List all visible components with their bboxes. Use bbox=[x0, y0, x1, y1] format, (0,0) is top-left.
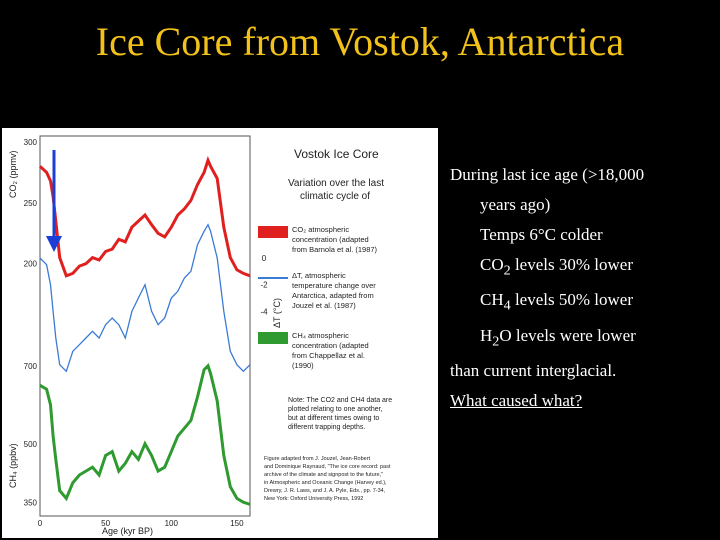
figure-title: Vostok Ice Core bbox=[294, 147, 379, 161]
vostok-figure: CO₂ (ppmv) CH₄ (ppbv) ΔT (°C) 300 250 200 … bbox=[2, 128, 438, 538]
note-4: different trapping depths. bbox=[288, 424, 365, 431]
series-group bbox=[38, 156, 251, 506]
legend-ch4-1: CH₄ atmospheric bbox=[292, 331, 349, 340]
y-label-temp: ΔT (°C) bbox=[272, 298, 282, 328]
credit-5: Drewry, J. R. Laws, and J. A. Pyle, Eds.… bbox=[264, 488, 386, 494]
tick-label-ch4: 500 bbox=[24, 440, 38, 449]
tick-label-temp: -4 bbox=[260, 307, 268, 316]
tick-label-temp: 0 bbox=[262, 254, 267, 263]
legend-swatch-co2 bbox=[258, 226, 288, 238]
legend-co2-1: CO₂ atmospheric bbox=[292, 225, 349, 234]
series-line-temp bbox=[39, 223, 251, 373]
note-line-2: years ago) bbox=[480, 195, 551, 214]
h2o-sub: 2 bbox=[492, 333, 500, 350]
legend-temp-4: Jouzel et al. (1987) bbox=[292, 301, 356, 310]
temp-tick-labels: 20-2-4-6 bbox=[260, 227, 268, 343]
note-line-5: CH4 levels 50% lower bbox=[450, 285, 715, 320]
note-line-3: Temps 6°C colder bbox=[480, 225, 603, 244]
legend-temp-3: Antarctica, adapted from bbox=[292, 291, 374, 300]
co2-tick-labels: 300 250 200 bbox=[24, 138, 38, 269]
co2-rest: levels 30% lower bbox=[510, 255, 633, 274]
co2-sub: 2 bbox=[503, 262, 511, 279]
credit-2: and Dominique Raynaud, "The ice core rec… bbox=[264, 464, 391, 470]
tick-label-co2: 200 bbox=[24, 260, 38, 269]
legend-swatch-ch4 bbox=[258, 332, 288, 344]
ch4-rest: levels 50% lower bbox=[510, 290, 633, 310]
tick-label-x: 150 bbox=[230, 519, 244, 528]
legend-ch4-2: concentration (adapted bbox=[292, 341, 369, 350]
figure-subtitle-1: Variation over the last bbox=[288, 178, 384, 189]
credit-6: New York: Oxford University Press, 1992 bbox=[264, 496, 363, 502]
arrow-head-icon bbox=[46, 236, 62, 252]
ch4-sub: 4 bbox=[503, 297, 511, 314]
note-line-8: What caused what? bbox=[450, 391, 583, 411]
ch4-text: CH bbox=[480, 290, 504, 310]
tick-label-ch4: 700 bbox=[24, 362, 38, 371]
legend-co2-2: concentration (adapted bbox=[292, 235, 369, 244]
tick-label-x: 100 bbox=[165, 519, 179, 528]
figure-subtitle-2: climatic cycle of bbox=[300, 191, 370, 202]
tick-label-temp: -2 bbox=[260, 281, 268, 290]
h2o-rest: O levels were lower bbox=[499, 325, 636, 345]
legend-temp-1: ΔT, atmospheric bbox=[292, 271, 346, 280]
note-line-6: H2O levels were lower bbox=[450, 321, 715, 356]
slide-title: Ice Core from Vostok, Antarctica bbox=[95, 19, 625, 64]
legend-ch4-3: from Chappellaz et al. bbox=[292, 351, 365, 360]
tick-label-ch4: 350 bbox=[24, 498, 38, 507]
x-tick-labels: 0 50 100 150 bbox=[38, 519, 244, 528]
tick-label-co2: 250 bbox=[24, 199, 38, 208]
credit-1: Figure adapted from J. Jouzel, Jean-Robe… bbox=[264, 456, 371, 462]
y-label-co2: CO₂ (ppmv) bbox=[8, 151, 18, 199]
y-label-ch4: CH₄ (ppbv) bbox=[8, 443, 18, 488]
credit-4: in Atmospheric and Oceanic Change (Harve… bbox=[264, 480, 387, 486]
vostok-chart: CO₂ (ppmv) CH₄ (ppbv) ΔT (°C) 300250200 … bbox=[8, 135, 392, 536]
series-line-co2 bbox=[38, 156, 251, 278]
note-1: Note: The CO2 and CH4 data are bbox=[288, 397, 392, 404]
series-line-ch4 bbox=[39, 363, 251, 506]
x-axis-label: Age (kyr BP) bbox=[102, 526, 153, 536]
credit-3: archive of the climate and signpost to t… bbox=[264, 472, 383, 478]
co2-text: CO bbox=[480, 255, 504, 274]
plot-frame bbox=[39, 135, 251, 517]
note-3: but at different times owing to bbox=[288, 415, 379, 422]
tick-label-x: 50 bbox=[101, 519, 110, 528]
legend-co2-3: from Barnola et al. (1987) bbox=[292, 245, 378, 254]
note-line-1: During last ice age (>18,000 bbox=[450, 165, 645, 184]
tick-label-x: 0 bbox=[38, 519, 43, 528]
tick-label-co2: 300 bbox=[24, 138, 38, 147]
note-line-7: than current interglacial. bbox=[450, 361, 617, 381]
legend-temp-2: temperature change over bbox=[292, 281, 376, 290]
note-line-4: CO2 levels 30% lower bbox=[450, 250, 715, 285]
ch4-tick-labels: 700 500 350 bbox=[24, 362, 38, 508]
legend-ch4-4: (1990) bbox=[292, 361, 314, 370]
summary-notes: During last ice age (>18,000 years ago) … bbox=[450, 160, 715, 416]
h2o-text: H bbox=[480, 325, 493, 345]
note-2: plotted relating to one another, bbox=[288, 406, 383, 413]
